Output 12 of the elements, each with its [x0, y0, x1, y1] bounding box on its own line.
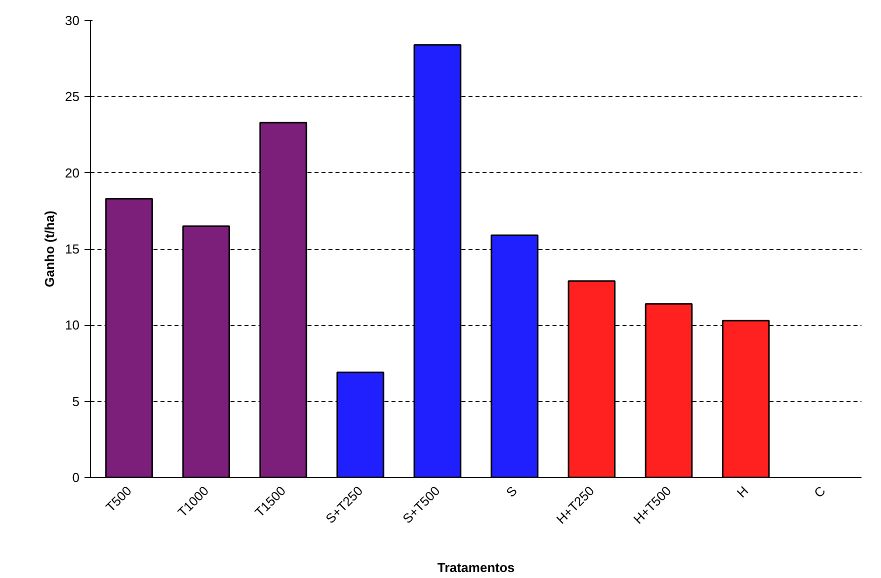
y-tick-label: 5 [72, 394, 80, 409]
x-tick-label: H [734, 483, 752, 500]
x-tick-label: C [811, 483, 828, 500]
y-axis-title: Ganho (t/ha) [42, 210, 58, 288]
y-tick-label: 15 [65, 242, 80, 256]
x-axis-title: Tratamentos [437, 560, 515, 576]
x-tick-label: S [503, 482, 520, 500]
y-tick-label: 20 [65, 165, 80, 180]
y-tick-label: 0 [72, 470, 80, 485]
y-tick-label: 10 [65, 318, 80, 333]
y-tick-label: 30 [65, 13, 80, 28]
y-tick-label: 25 [65, 89, 80, 104]
